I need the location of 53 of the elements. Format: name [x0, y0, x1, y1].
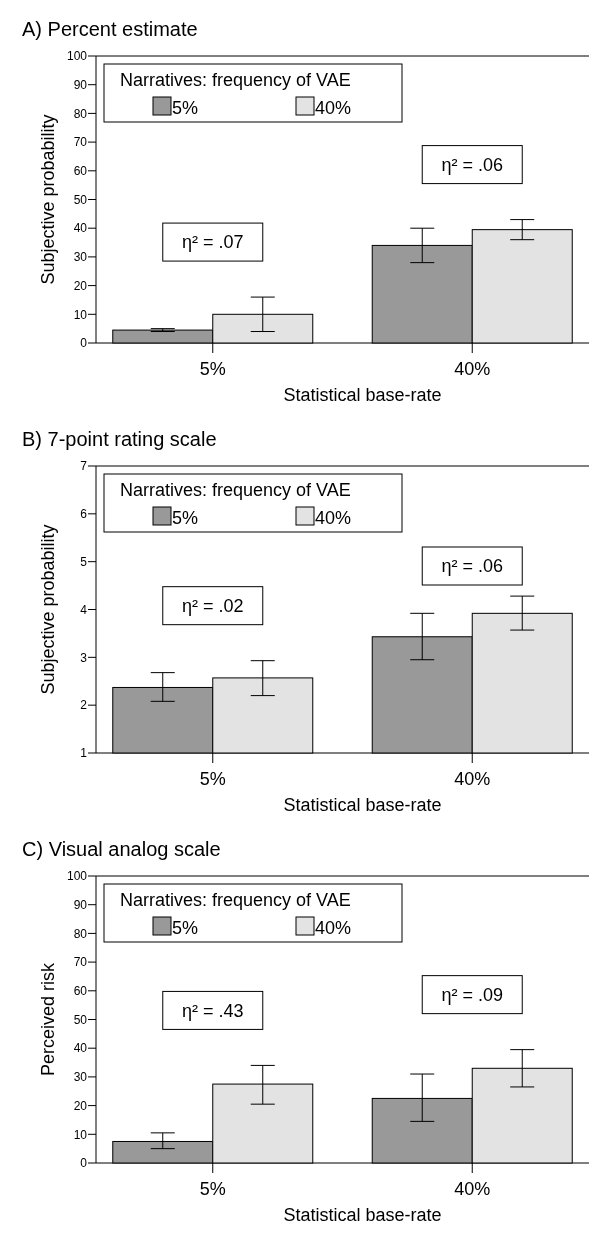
- legend-label: 40%: [315, 508, 352, 528]
- y-tick-label: 100: [66, 49, 88, 64]
- annotation: η² = .43: [181, 1000, 244, 1021]
- annotation: η² = .02: [181, 595, 244, 616]
- y-tick-label: 7: [80, 459, 88, 474]
- y-tick-label: 90: [73, 77, 88, 92]
- x-axis-title: Statistical base-rate: [283, 385, 442, 405]
- y-axis-title: Subjective probability: [38, 114, 58, 285]
- y-tick-label: 90: [73, 897, 88, 912]
- annotation: η² = .06: [441, 154, 504, 175]
- y-tick-label: 0: [80, 336, 88, 351]
- y-tick-label: 0: [80, 1156, 88, 1171]
- y-axis-title: Subjective probability: [38, 524, 58, 695]
- y-tick-label: 80: [73, 106, 88, 121]
- y-tick-label: 30: [73, 1070, 88, 1085]
- y-tick-label: 10: [73, 307, 88, 322]
- y-tick-label: 10: [73, 1127, 88, 1142]
- legend-label: 40%: [315, 98, 352, 118]
- legend-label: 5%: [172, 98, 199, 118]
- y-tick-label: 50: [73, 1012, 88, 1027]
- y-tick-label: 80: [73, 926, 88, 941]
- y-tick-label: 50: [73, 192, 88, 207]
- legend-label: 40%: [315, 918, 352, 938]
- annotation: η² = .09: [441, 984, 504, 1005]
- y-tick-label: 70: [73, 955, 88, 970]
- chart-title: A) Percent estimate: [22, 18, 198, 40]
- legend-title: Narratives: frequency of VAE: [120, 890, 351, 910]
- annotation: η² = .06: [441, 556, 504, 577]
- y-tick-label: 100: [66, 869, 88, 884]
- legend-label: 5%: [172, 918, 199, 938]
- y-tick-label: 30: [73, 250, 88, 265]
- y-axis-title: Perceived risk: [38, 961, 58, 1077]
- y-tick-label: 5: [80, 554, 88, 569]
- y-tick-label: 1: [80, 746, 88, 761]
- y-tick-label: 40: [73, 221, 88, 236]
- y-tick-label: 60: [73, 984, 88, 998]
- x-axis-title: Statistical base-rate: [283, 795, 442, 815]
- y-tick-label: 40: [73, 1041, 88, 1056]
- chart-title: C) Visual analog scale: [22, 838, 221, 860]
- y-tick-label: 70: [73, 135, 88, 150]
- y-tick-label: 6: [80, 507, 88, 522]
- y-tick-label: 20: [73, 278, 88, 293]
- annotation: η² = .07: [181, 232, 244, 253]
- y-tick-label: 4: [80, 602, 88, 617]
- legend-title: Narratives: frequency of VAE: [120, 480, 351, 500]
- chart-title: B) 7-point rating scale: [22, 428, 217, 450]
- y-tick-label: 60: [73, 164, 88, 178]
- x-axis-title: Statistical base-rate: [283, 1205, 442, 1225]
- y-tick-label: 20: [73, 1098, 88, 1113]
- legend-title: Narratives: frequency of VAE: [120, 70, 351, 90]
- legend-label: 5%: [172, 508, 199, 528]
- y-tick-label: 3: [80, 650, 88, 665]
- y-tick-label: 2: [80, 698, 88, 713]
